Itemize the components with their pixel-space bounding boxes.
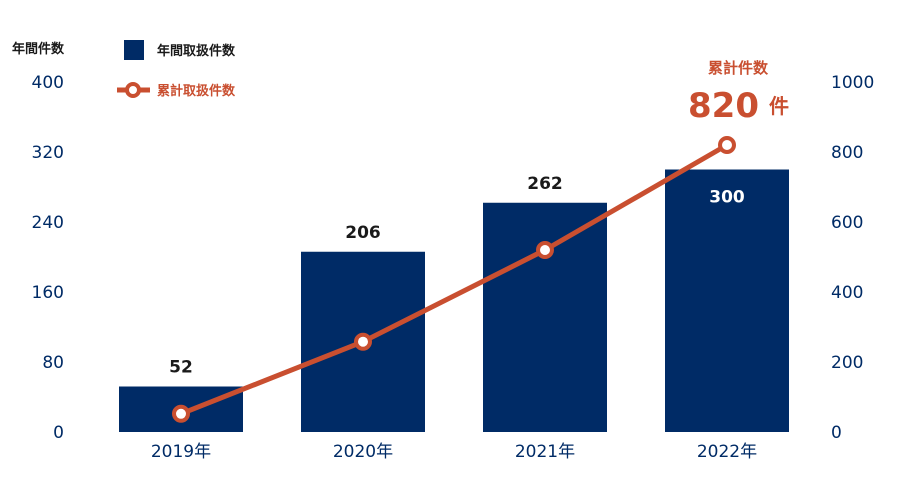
line-path [180, 142, 729, 417]
cumulative-callout: 累計件数 820 件 [688, 59, 789, 126]
y-left-axis-title: 年間件数 [12, 41, 65, 57]
y-right-tick-label: 400 [831, 283, 863, 303]
line-point [172, 404, 190, 423]
y-left-tick-label: 240 [32, 213, 64, 233]
y-left-tick-label: 160 [32, 283, 64, 303]
x-tick-label: 2021年 [515, 442, 575, 462]
x-axis: 2019年 2020年 2021年 2022年 [151, 442, 757, 462]
y-left-tick-label: 0 [53, 423, 64, 443]
callout-title: 累計件数 [708, 59, 769, 77]
y-right-tick-label: 0 [831, 423, 842, 443]
y-left-tick-label: 80 [42, 353, 64, 373]
y-left-tick-label: 400 [32, 73, 64, 93]
x-tick-label: 2019年 [151, 442, 211, 462]
line-point [536, 241, 554, 259]
line-point [718, 136, 736, 154]
bar-data-label: 52 [169, 358, 193, 378]
y-right-tick-label: 800 [831, 143, 863, 163]
bar-data-label: 206 [345, 223, 381, 243]
x-tick-label: 2022年 [697, 442, 757, 462]
legend: 年間取扱件数 累計取扱件数 [117, 40, 236, 99]
y-right-tick-label: 1000 [831, 73, 874, 93]
left-axis: 0 80 160 240 320 400 [32, 73, 64, 443]
y-right-tick-label: 600 [831, 213, 863, 233]
bar [483, 202, 607, 432]
x-tick-label: 2020年 [333, 442, 393, 462]
y-right-tick-label: 200 [831, 353, 863, 373]
bar-series [119, 169, 789, 432]
bar-data-label: 300 [709, 188, 745, 208]
legend-bar-swatch [124, 40, 144, 60]
legend-line-label: 累計取扱件数 [157, 83, 236, 99]
legend-line-marker [125, 82, 141, 98]
y-left-tick-label: 320 [32, 143, 64, 163]
callout-unit: 件 [769, 94, 789, 118]
callout-value: 820 [688, 86, 759, 126]
right-axis: 0 200 400 600 800 1000 [831, 73, 874, 443]
line-series [172, 136, 736, 423]
legend-bar-label: 年間取扱件数 [157, 43, 236, 59]
bar-data-label: 262 [527, 174, 563, 194]
bar [665, 169, 789, 432]
data-labels: 52 206 262 300 [169, 174, 745, 378]
line-point [354, 332, 372, 351]
